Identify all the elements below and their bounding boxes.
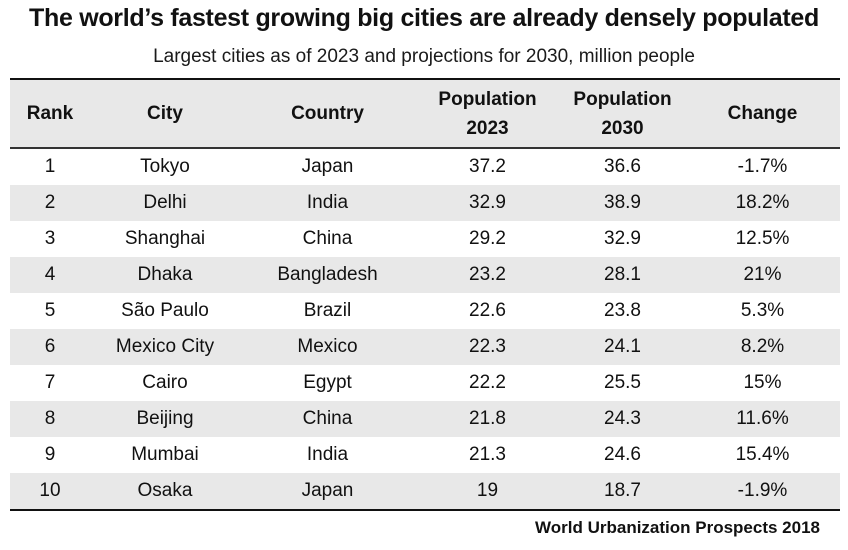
cell-rank: 1	[44, 156, 56, 177]
table-row: 10 Osaka Japan 19 18.7 -1.9%	[10, 473, 840, 509]
cell-rank: 9	[44, 444, 56, 465]
chart-title: The world’s fastest growing big cities a…	[29, 4, 819, 32]
header-country-label: Country	[291, 103, 364, 124]
cell-city: Cairo	[142, 372, 188, 393]
table-row: 2 Delhi India 32.9 38.9 18.2%	[10, 185, 840, 221]
cell-population-2023: 32.9	[415, 185, 560, 221]
cell-city: Mexico City	[90, 329, 240, 365]
cell-population-2030: 24.3	[560, 401, 685, 437]
table-row: 8 Beijing China 21.8 24.3 11.6%	[10, 401, 840, 437]
cell-population-2030: 28.1	[560, 257, 685, 293]
header-population-2023-year: 2023	[466, 117, 509, 139]
header-change-label: Change	[727, 103, 798, 124]
cell-change: 11.6%	[685, 401, 840, 437]
header-city-label: City	[147, 103, 183, 124]
table-row: 1 Tokyo Japan 37.2 36.6 -1.7%	[10, 148, 840, 185]
cell-change: 15.4%	[735, 444, 790, 465]
table-row: 4 Dhaka Bangladesh 23.2 28.1 21%	[10, 257, 840, 293]
cell-country: Bangladesh	[240, 257, 415, 293]
chart-subtitle: Largest cities as of 2023 and projection…	[153, 46, 695, 67]
cell-population-2030: 24.1	[560, 329, 685, 365]
cell-rank: 2	[10, 185, 90, 221]
table-row: 5 São Paulo Brazil 22.6 23.8 5.3%	[10, 293, 840, 329]
cell-country: Egypt	[303, 372, 352, 393]
cell-change: 21%	[685, 257, 840, 293]
table-body: 1 Tokyo Japan 37.2 36.6 -1.7% 2 Delhi India 32.9 3…	[10, 148, 840, 509]
cell-rank: 6	[10, 329, 90, 365]
cell-country: Mexico	[240, 329, 415, 365]
data-table-container: Rank City Country Population 2023 Population 2…	[10, 78, 840, 511]
cell-population-2023: 19	[415, 473, 560, 509]
header-population-2030: Population 2030	[560, 80, 685, 149]
header-city: City	[90, 80, 240, 149]
cell-change: 15%	[743, 372, 782, 393]
table-row: 7 Cairo Egypt 22.2 25.5 15%	[10, 365, 840, 401]
table-row: 9 Mumbai India 21.3 24.6 15.4%	[10, 437, 840, 473]
cell-rank: 3	[44, 228, 56, 249]
cell-city: Beijing	[90, 401, 240, 437]
header-population-2030-year: 2030	[601, 117, 644, 139]
cell-population-2023: 21.3	[469, 444, 506, 465]
header-population-2023-label: Population	[438, 88, 537, 110]
cell-city: Shanghai	[124, 228, 206, 249]
table-bottom-rule	[10, 509, 840, 511]
cell-change: 12.5%	[735, 228, 790, 249]
cell-population-2030: 25.5	[604, 372, 641, 393]
cell-population-2023: 37.2	[469, 156, 506, 177]
cell-population-2030: 32.9	[604, 228, 641, 249]
table-top-rule	[10, 78, 840, 80]
cell-city: Tokyo	[140, 156, 190, 177]
cell-population-2023: 22.3	[415, 329, 560, 365]
cell-city: Osaka	[90, 473, 240, 509]
table-row: 6 Mexico City Mexico 22.3 24.1 8.2%	[10, 329, 840, 365]
cell-country: China	[302, 228, 353, 249]
header-rank: Rank	[10, 80, 90, 149]
cell-population-2023: 23.2	[415, 257, 560, 293]
cell-country: India	[306, 444, 349, 465]
cell-rank: 5	[44, 300, 56, 321]
cell-change: 5.3%	[740, 300, 785, 321]
cell-country: Japan	[240, 473, 415, 509]
cities-table: Rank City Country Population 2023 Population 2…	[10, 80, 840, 509]
cell-change: -1.7%	[737, 156, 788, 177]
header-population-2023: Population 2023	[415, 80, 560, 149]
header-rank-label: Rank	[26, 103, 74, 124]
cell-rank: 10	[10, 473, 90, 509]
cell-population-2023: 29.2	[469, 228, 506, 249]
cell-city: Dhaka	[90, 257, 240, 293]
header-country: Country	[240, 80, 415, 149]
table-row: 3 Shanghai China 29.2 32.9 12.5%	[10, 221, 840, 257]
cell-country: China	[240, 401, 415, 437]
cell-population-2030: 36.6	[604, 156, 641, 177]
cell-change: 8.2%	[685, 329, 840, 365]
cell-change: -1.9%	[685, 473, 840, 509]
source-note: World Urbanization Prospects 2018	[535, 518, 820, 537]
cell-city: São Paulo	[121, 300, 209, 321]
cell-population-2030: 24.6	[604, 444, 641, 465]
cell-country: Brazil	[303, 300, 352, 321]
cell-rank: 7	[44, 372, 56, 393]
cell-population-2023: 22.2	[469, 372, 506, 393]
cell-country: Japan	[301, 156, 354, 177]
cell-population-2023: 21.8	[415, 401, 560, 437]
table-header-row: Rank City Country Population 2023 Population 2…	[10, 80, 840, 149]
cell-city: Mumbai	[131, 444, 199, 465]
cell-population-2030: 18.7	[560, 473, 685, 509]
cell-rank: 4	[10, 257, 90, 293]
cell-country: India	[240, 185, 415, 221]
cell-change: 18.2%	[685, 185, 840, 221]
cell-population-2030: 38.9	[560, 185, 685, 221]
cell-city: Delhi	[90, 185, 240, 221]
header-population-2030-label: Population	[573, 88, 672, 110]
cell-population-2023: 22.6	[469, 300, 506, 321]
cell-rank: 8	[10, 401, 90, 437]
header-change: Change	[685, 80, 840, 149]
cell-population-2030: 23.8	[604, 300, 641, 321]
